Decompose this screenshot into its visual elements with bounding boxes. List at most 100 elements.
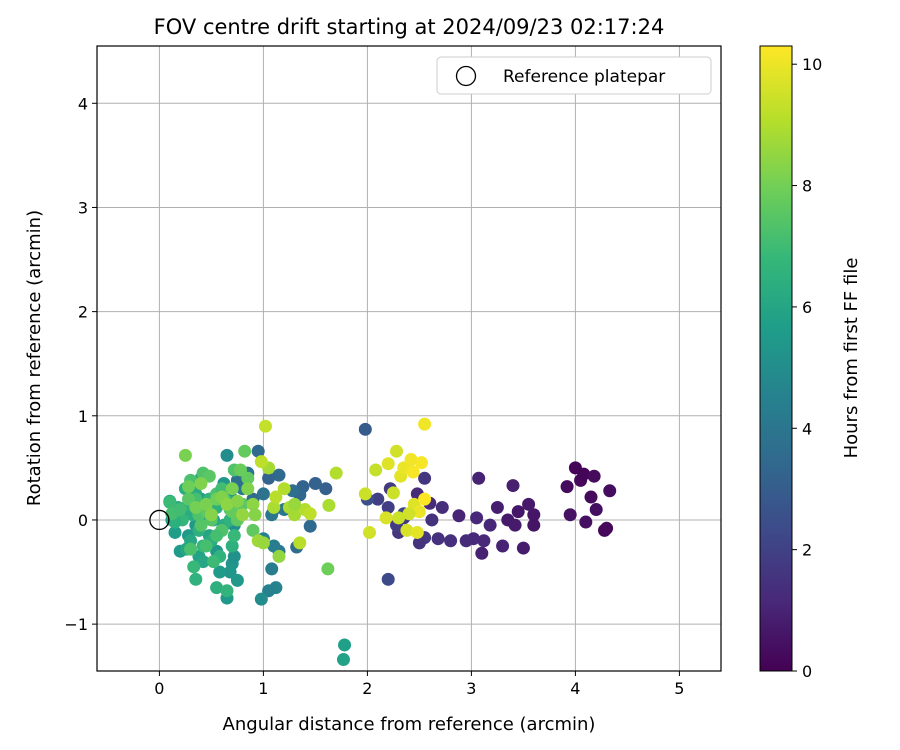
x-tick-label: 1 (258, 679, 268, 698)
data-point (603, 484, 617, 498)
data-point (254, 455, 268, 469)
data-point (254, 592, 268, 606)
data-point (194, 518, 208, 532)
data-point (238, 444, 252, 458)
data-point (206, 555, 220, 569)
data-point (381, 572, 395, 586)
data-point (265, 562, 279, 576)
data-point (173, 503, 187, 517)
data-point (256, 536, 270, 550)
data-point (506, 479, 520, 493)
x-tick-label: 2 (362, 679, 372, 698)
y-tick-label: 1 (78, 407, 88, 426)
colorbar-tick-label: 0 (802, 662, 812, 681)
data-point (199, 539, 213, 553)
grid (97, 46, 721, 671)
y-tick-label: 2 (78, 303, 88, 322)
colorbar-tick-label: 4 (802, 419, 812, 438)
data-point (269, 490, 283, 504)
data-point (220, 497, 234, 511)
data-point (444, 534, 458, 548)
data-point (406, 465, 420, 479)
colorbar-ticks: 0 2 4 6 8 10 (792, 55, 822, 681)
data-point (329, 466, 343, 480)
x-ticks: 0 1 2 3 4 5 (154, 671, 684, 698)
data-point (390, 444, 404, 458)
data-point (227, 529, 241, 543)
data-point (272, 468, 286, 482)
data-point (227, 549, 241, 563)
legend-marker-icon (455, 65, 477, 87)
chart-title: FOV centre drift starting at 2024/09/23 … (154, 15, 665, 39)
data-point (579, 515, 593, 529)
colorbar: 0 2 4 6 8 10 Hours from first FF file (759, 45, 862, 681)
legend-box (436, 56, 712, 95)
data-point (194, 477, 208, 490)
data-point (577, 467, 591, 481)
data-point (392, 511, 406, 525)
data-point (404, 453, 418, 467)
data-point (322, 498, 336, 512)
data-point (336, 653, 350, 667)
data-point (425, 513, 439, 527)
data-point (308, 477, 322, 490)
data-point (358, 487, 372, 501)
data-point (225, 482, 239, 496)
data-point (563, 508, 577, 522)
colorbar-tick-label: 2 (802, 541, 812, 560)
data-point (589, 503, 603, 517)
data-point (258, 419, 272, 433)
x-tick-label: 5 (674, 679, 684, 698)
data-point (303, 507, 317, 521)
data-point (230, 573, 244, 587)
data-point (277, 482, 291, 496)
data-point (371, 492, 385, 506)
data-point (293, 536, 307, 550)
data-point (210, 529, 224, 543)
data-point (414, 456, 428, 470)
data-point (410, 525, 424, 539)
data-point (477, 534, 491, 548)
data-point (418, 471, 432, 485)
data-point (587, 469, 601, 483)
data-point (516, 541, 530, 555)
data-point (381, 500, 395, 514)
data-point (475, 546, 489, 560)
data-point (225, 539, 239, 553)
reference-platepar-marker (149, 509, 170, 531)
x-tick-label: 4 (570, 679, 580, 698)
data-point (501, 513, 515, 527)
data-point (560, 480, 574, 494)
data-point (210, 581, 224, 595)
data-point (584, 490, 598, 504)
data-point (362, 525, 376, 539)
legend-label: Reference platepar (503, 67, 665, 87)
data-point (189, 572, 203, 586)
data-point (199, 497, 213, 511)
data-point (459, 534, 473, 548)
data-point (400, 523, 414, 537)
data-point (527, 508, 541, 522)
data-point (256, 487, 270, 501)
data-point (321, 562, 335, 576)
colorbar-gradient (759, 45, 793, 672)
data-point (262, 471, 276, 485)
data-point (267, 500, 281, 514)
legend: Reference platepar (436, 56, 712, 95)
data-point (496, 539, 510, 553)
data-point (220, 584, 234, 598)
data-point (386, 486, 400, 500)
data-point (490, 500, 504, 514)
plot-frame (96, 45, 722, 672)
data-point (319, 482, 333, 496)
data-point (288, 508, 302, 522)
colorbar-tick-label: 10 (802, 55, 822, 74)
y-tick-label: −1 (64, 615, 88, 634)
data-point (168, 525, 182, 539)
data-point (402, 507, 416, 521)
data-point (241, 482, 255, 496)
data-point (246, 497, 260, 511)
data-point (303, 519, 317, 533)
data-point (187, 560, 201, 574)
